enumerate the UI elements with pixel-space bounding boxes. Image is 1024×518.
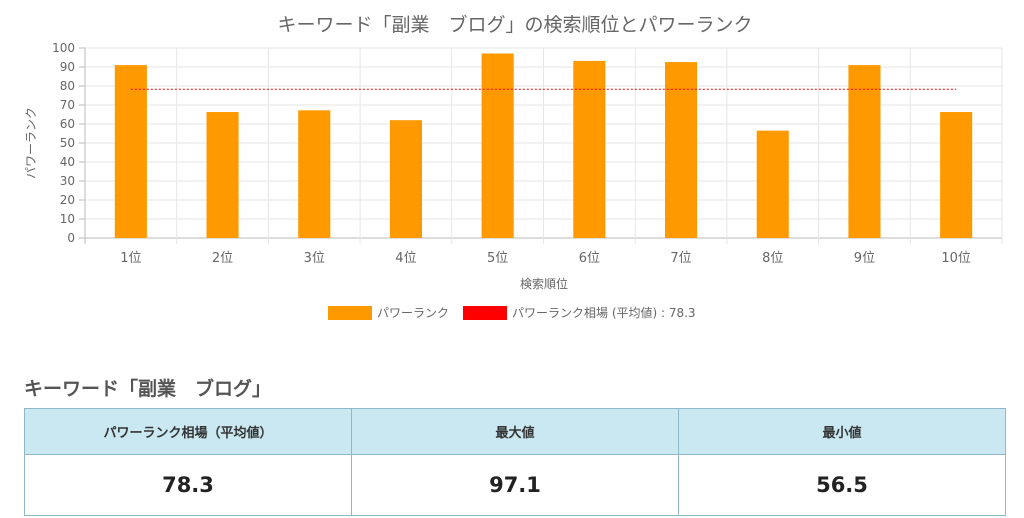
bar — [940, 112, 973, 238]
keyword-heading: キーワード「副業 ブログ」 — [24, 378, 272, 400]
legend-label-average: パワーランク相場 (平均値) : 78.3 — [512, 305, 696, 320]
bar — [389, 120, 422, 238]
y-tick-label: 60 — [60, 117, 75, 131]
bar — [665, 62, 698, 239]
header-min: 最小値 — [678, 408, 1006, 455]
y-axis-ticks: 0 10 20 30 40 50 60 70 80 90 100 — [52, 41, 85, 245]
x-tick-label: 3位 — [304, 251, 325, 266]
stats-header-row: パワーランク相場（平均値） 最大値 最小値 — [24, 408, 1006, 455]
legend-swatch-power-rank — [328, 306, 372, 320]
bar — [206, 112, 239, 238]
value-min: 56.5 — [678, 454, 1006, 516]
y-tick-label: 80 — [60, 79, 75, 93]
legend: パワーランク パワーランク相場 (平均値) : 78.3 — [328, 305, 696, 320]
bars — [114, 53, 973, 239]
stats-value-row: 78.3 97.1 56.5 — [24, 454, 1006, 516]
bar-chart: キーワード「副業 ブログ」の検索順位とパワーランク 0 10 20 30 40 50 60 7… — [24, 13, 1003, 320]
chart-area: キーワード「副業 ブログ」の検索順位とパワーランク 0 10 20 30 40 50 60 7… — [24, 13, 1003, 320]
stats-table: パワーランク相場（平均値） 最大値 最小値 78.3 97.1 56.5 — [24, 408, 1006, 516]
legend-label-power-rank: パワーランク — [377, 306, 449, 320]
x-tick-label: 8位 — [762, 251, 783, 266]
bar — [756, 130, 789, 238]
value-average: 78.3 — [24, 454, 352, 516]
y-tick-label: 30 — [60, 174, 75, 188]
x-tick-label: 1位 — [120, 251, 141, 266]
legend-swatch-average — [463, 306, 507, 320]
bar — [848, 65, 881, 238]
x-tick-label: 9位 — [854, 251, 875, 266]
x-tick-label: 7位 — [670, 251, 691, 266]
x-axis-label: 検索順位 — [520, 276, 568, 291]
y-tick-label: 40 — [60, 155, 75, 169]
value-max: 97.1 — [351, 454, 679, 516]
bar — [573, 60, 606, 238]
y-tick-label: 10 — [60, 212, 75, 226]
bar — [114, 65, 147, 238]
x-tick-label: 10位 — [941, 251, 971, 266]
y-tick-label: 100 — [52, 41, 75, 55]
x-axis-ticks: 1位 2位 3位 4位 5位 6位 7位 8位 9位 10位 — [120, 251, 971, 266]
x-tick-label: 5位 — [487, 251, 508, 266]
chart-title: キーワード「副業 ブログ」の検索順位とパワーランク — [277, 13, 752, 36]
y-tick-label: 0 — [67, 231, 75, 245]
header-max: 最大値 — [351, 408, 679, 455]
y-axis-label: パワーランク — [24, 107, 38, 179]
x-tick-label: 2位 — [212, 251, 233, 266]
x-tick-label: 6位 — [579, 251, 600, 266]
header-average: パワーランク相場（平均値） — [24, 408, 352, 455]
bar — [481, 53, 514, 239]
bar — [298, 110, 331, 238]
x-tick-label: 4位 — [395, 251, 416, 266]
y-tick-label: 20 — [60, 193, 75, 207]
y-tick-label: 50 — [60, 136, 75, 150]
y-tick-label: 90 — [60, 60, 75, 74]
y-tick-label: 70 — [60, 98, 75, 112]
